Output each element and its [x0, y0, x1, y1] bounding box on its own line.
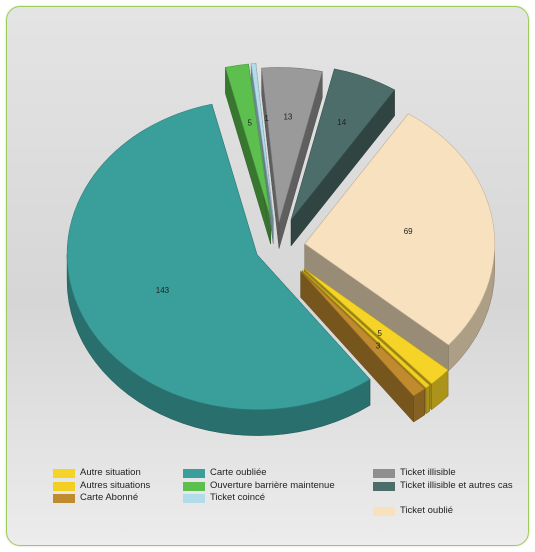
slice-edge-autres-situations-0	[425, 384, 430, 415]
slice-ticket-coince	[250, 62, 274, 218]
legend-label: Ticket illisible et autres cas	[400, 479, 513, 491]
chart-panel: 143 69 14 13 5 1 5 3 Autre situation Autres situ…	[6, 6, 529, 546]
legend-swatch	[373, 481, 395, 491]
data-label-ticket-coince: 1	[264, 114, 269, 123]
legend-label: Ticket illisible	[400, 467, 456, 478]
legend-label: Autres situations	[80, 479, 151, 491]
slice-ticket-illisible-et-autres-cas	[290, 68, 396, 221]
legend-swatch	[183, 469, 205, 478]
data-label-carte-abonne: 3	[376, 342, 381, 351]
slice-autres-situations	[301, 270, 431, 389]
chart-legend: Autre situation Autres situations Carte Ab…	[53, 467, 523, 545]
slice-autre-situation	[303, 268, 449, 385]
legend-swatch	[53, 481, 75, 491]
pie-chart: 143 69 14 13 5 1 5 3	[66, 62, 496, 436]
legend-swatch	[53, 469, 75, 478]
data-label-ticket-oublie: 69	[404, 227, 413, 236]
slice-carte-oubliee	[66, 103, 371, 410]
legend-swatch	[373, 469, 395, 478]
data-label-ticket-illisible-et-autres-cas: 14	[337, 118, 346, 127]
slice-carte-abonne	[300, 271, 426, 397]
data-label-ouverture-barriere-maintenue: 5	[247, 118, 252, 127]
legend-swatch	[373, 506, 395, 516]
slice-ticket-oublie	[304, 113, 496, 346]
slice-ticket-illisible	[261, 67, 323, 223]
legend-label: Carte oubliée	[210, 467, 267, 478]
legend-swatch	[53, 494, 75, 503]
slice-ouverture-barriere-maintenue	[224, 63, 271, 219]
legend-label: Ticket coincé	[210, 492, 266, 503]
data-label-ticket-illisible: 13	[283, 112, 292, 121]
legend-swatch	[183, 494, 205, 503]
data-label-autre-situation: 5	[377, 329, 382, 338]
legend-label: Carte Abonné	[80, 492, 139, 503]
legend-label: Ouverture barrière maintenue	[210, 479, 335, 491]
legend-swatch	[183, 481, 205, 491]
legend-label: Ticket oublié	[400, 504, 453, 516]
legend-label: Autre situation	[80, 467, 141, 478]
data-label-carte-oubliee: 143	[156, 286, 170, 295]
